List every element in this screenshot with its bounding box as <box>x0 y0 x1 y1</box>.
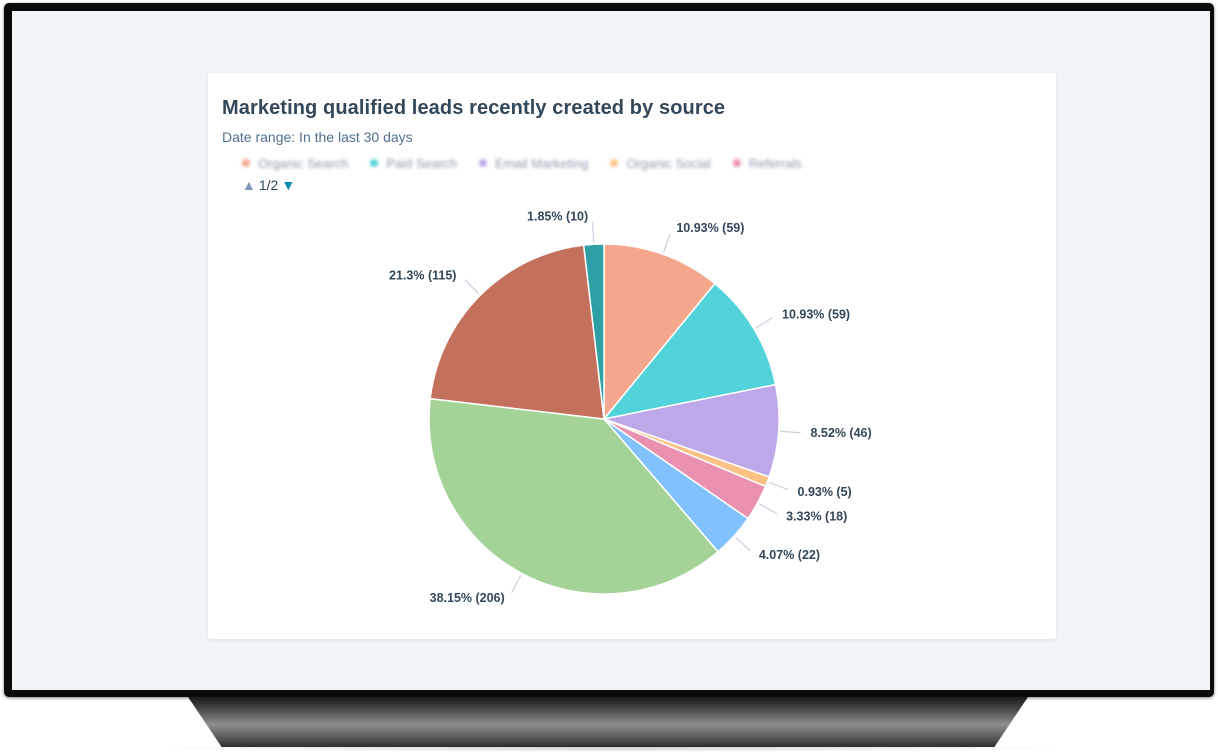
chart-legend: Organic Search Paid Search Email Marketi… <box>242 153 802 173</box>
pie-chart: 10.93% (59) 10.93% (59) 8.52% (46) 0.93% (5… <box>389 209 872 605</box>
leader-line-2 <box>780 430 801 434</box>
leader-line-6 <box>510 574 522 594</box>
leader-line-7 <box>464 279 480 295</box>
legend-swatch <box>370 159 379 167</box>
legend-item-referrals[interactable]: Referrals <box>732 155 802 171</box>
pie-slice-8[interactable] <box>582 243 605 420</box>
legend-next-page-icon[interactable]: ▼ <box>281 177 296 193</box>
leader-line-0 <box>663 233 671 253</box>
report-card: Marketing qualified leads recently creat… <box>208 73 1056 639</box>
tv-stand <box>188 697 1028 747</box>
legend-label: Email Marketing <box>495 155 589 171</box>
legend-label: Paid Search <box>386 155 458 171</box>
date-range-label: Date range: In the last 30 days <box>222 129 413 145</box>
leader-line-5 <box>735 536 751 552</box>
pie-slice-1[interactable] <box>602 282 777 421</box>
leader-line-1 <box>755 317 774 329</box>
legend-pager: ▲ 1/2 ▼ <box>242 177 295 193</box>
pie-slice-7[interactable] <box>429 244 605 420</box>
legend-swatch <box>242 159 250 167</box>
legend-label: Referrals <box>748 155 802 171</box>
tv-stand-shadow <box>150 744 1070 752</box>
tv-screen: Marketing qualified leads recently creat… <box>12 11 1210 690</box>
slice-label-5: 4.07% (22) <box>759 548 820 562</box>
legend-swatch <box>610 159 619 167</box>
slice-label-6: 38.15% (206) <box>430 591 505 605</box>
slice-label-3: 0.93% (5) <box>798 485 852 499</box>
chart-title: Marketing qualified leads recently creat… <box>222 97 726 119</box>
legend-label: Organic Social <box>626 155 711 171</box>
slice-label-0: 10.93% (59) <box>676 221 744 235</box>
pie-slice-6[interactable] <box>428 397 720 595</box>
legend-page-indicator: 1/2 <box>258 177 279 193</box>
leader-line-3 <box>769 481 789 491</box>
slice-label-7: 21.3% (115) <box>389 268 456 282</box>
pie-slice-0[interactable] <box>603 243 716 422</box>
tv-frame: Marketing qualified leads recently creat… <box>4 3 1214 697</box>
legend-item-paid-search[interactable]: Paid Search <box>370 156 457 171</box>
slice-label-8: 1.85% (10) <box>527 209 588 223</box>
legend-item-email-marketing[interactable]: Email Marketing <box>479 156 588 171</box>
legend-swatch <box>732 159 741 167</box>
legend-label: Organic Search <box>258 155 349 171</box>
pie-slice-2[interactable] <box>601 383 780 478</box>
slice-label-4: 3.33% (18) <box>786 509 847 523</box>
legend-item-organic-social[interactable]: Organic Social <box>610 156 711 171</box>
slice-label-2: 8.52% (46) <box>811 426 872 440</box>
leader-line-4 <box>759 503 778 515</box>
legend-swatch <box>479 159 488 167</box>
leader-line-8 <box>591 222 595 243</box>
legend-prev-page-icon[interactable]: ▲ <box>242 177 256 193</box>
slice-label-1: 10.93% (59) <box>782 307 850 321</box>
legend-item-organic-search[interactable]: Organic Search <box>242 156 348 171</box>
